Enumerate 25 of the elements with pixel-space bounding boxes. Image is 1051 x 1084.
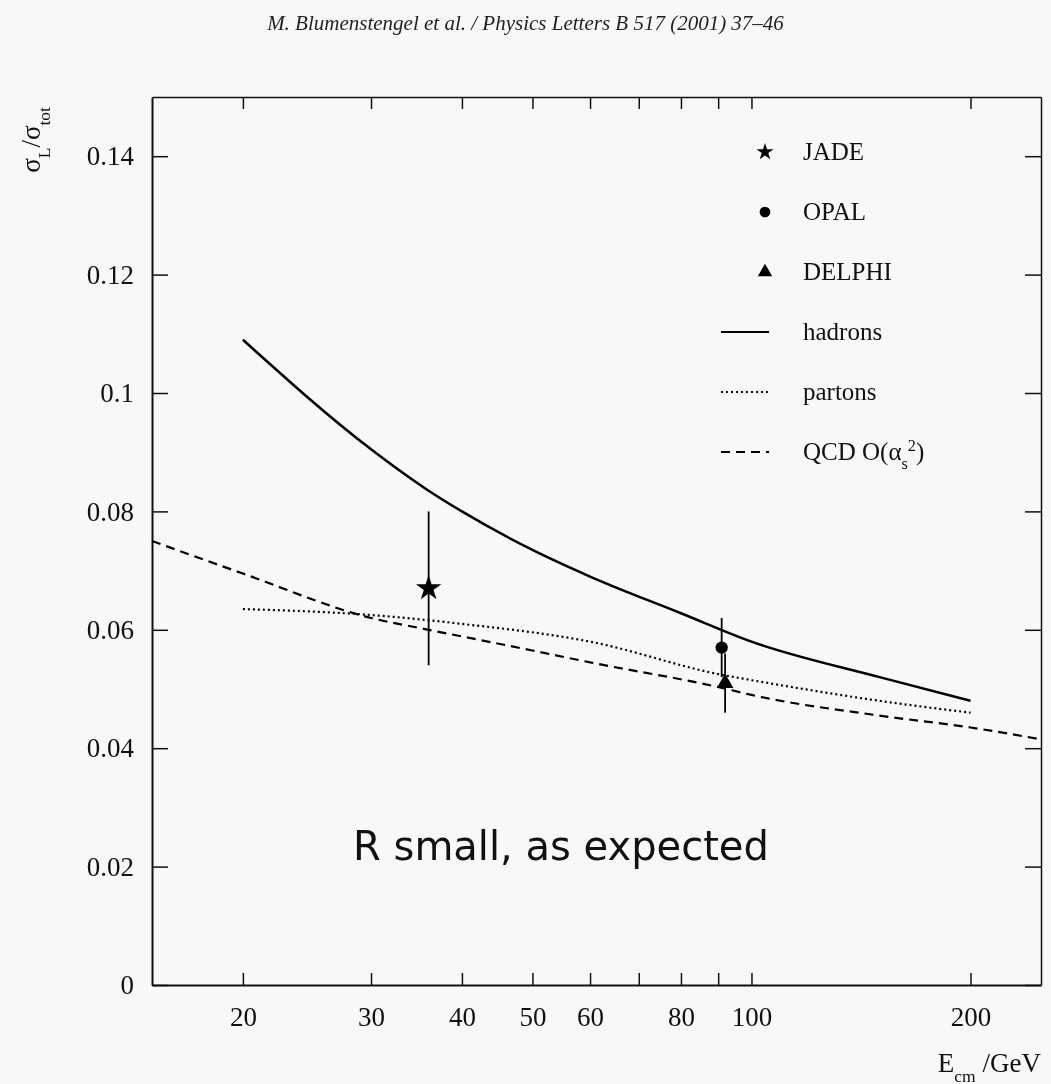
legend-label: OPAL <box>803 198 866 225</box>
y-tick-label: 0 <box>120 970 134 1001</box>
chart-title: M. Blumenstengel et al. / Physics Letters B 517 (2001) 37–46 <box>266 11 785 35</box>
x-tick-label: 40 <box>448 1002 476 1033</box>
x-tick-label: 60 <box>577 1002 605 1033</box>
x-tick-label: 200 <box>950 1002 992 1033</box>
y-tick-label: 0.06 <box>86 614 134 645</box>
y-tick-label: 0.1 <box>100 378 134 409</box>
y-tick-label: 0.14 <box>86 141 135 172</box>
y-tick-label: 0.04 <box>86 733 135 764</box>
legend-label: partons <box>803 378 877 405</box>
legend-label: QCD O(α$_{s}$$^{2}$) <box>803 437 925 473</box>
legend-label: JADE <box>803 138 865 165</box>
legend-label: hadrons <box>803 318 883 345</box>
x-axis-title: E$_{cm}$ /GeV <box>937 1048 1042 1084</box>
x-tick-label: 30 <box>358 1002 386 1033</box>
y-tick-label: 0.02 <box>86 851 134 882</box>
y-tick-label: 0.08 <box>86 496 134 527</box>
x-tick-label: 20 <box>229 1002 257 1033</box>
y-tick-label: 0.12 <box>86 259 134 290</box>
annotation: R small, as expected <box>353 823 769 869</box>
x-tick-label: 80 <box>667 1002 695 1033</box>
legend-label: DELPHI <box>803 258 892 285</box>
x-tick-label: 50 <box>519 1002 547 1033</box>
x-tick-label: 100 <box>731 1002 773 1033</box>
